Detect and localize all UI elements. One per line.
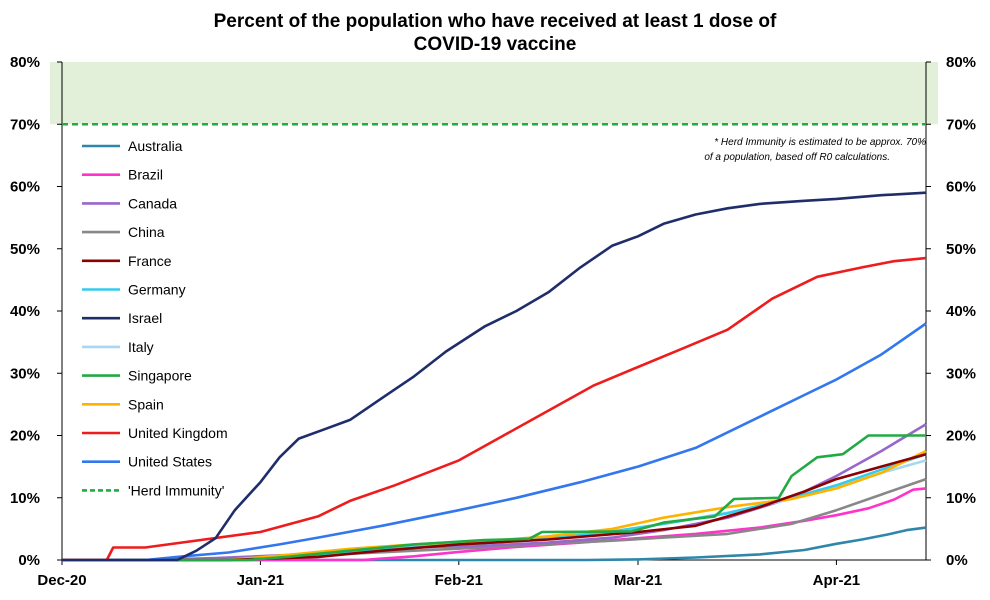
y-tick-label-right-20: 20% bbox=[946, 428, 976, 445]
chart-title-line-1: Percent of the population who have recei… bbox=[214, 11, 777, 32]
legend: Australia Brazil Canada China France Germany I… bbox=[82, 138, 228, 498]
y-tick-label-right-0: 0% bbox=[946, 552, 968, 569]
legend-label-germany: Germany bbox=[128, 282, 186, 298]
series-line-canada bbox=[62, 423, 927, 562]
x-tick-label-Jan-21: Jan-21 bbox=[237, 572, 285, 589]
series-line-united-states bbox=[62, 322, 927, 562]
herd-immunity-note-line-1: * Herd Immunity is estimated to be appro… bbox=[714, 137, 926, 148]
x-tick-label-Apr-21: Apr-21 bbox=[813, 572, 861, 589]
y-tick-label-left-30: 30% bbox=[10, 365, 40, 382]
legend-label-france: France bbox=[128, 253, 172, 269]
legend-label-canada: Canada bbox=[128, 195, 177, 211]
herd-immunity-band-layer bbox=[50, 62, 938, 125]
y-tick-label-right-80: 80% bbox=[946, 54, 976, 71]
x-tick-label-Mar-21: Mar-21 bbox=[614, 572, 662, 589]
herd-immunity-note-line-2: of a population, based off R0 calculatio… bbox=[704, 152, 890, 163]
legend-label-australia: Australia bbox=[128, 138, 183, 154]
legend-label-italy: Italy bbox=[128, 339, 154, 355]
x-tick-label-Feb-21: Feb-21 bbox=[435, 572, 483, 589]
y-tick-label-left-50: 50% bbox=[10, 241, 40, 258]
y-tick-label-right-30: 30% bbox=[946, 365, 976, 382]
y-tick-label-left-80: 80% bbox=[10, 54, 40, 71]
y-tick-label-right-70: 70% bbox=[946, 116, 976, 133]
series-line-israel bbox=[62, 191, 927, 562]
series-line-brazil bbox=[62, 487, 927, 562]
x-tick-label-Dec-20: Dec-20 bbox=[37, 572, 86, 589]
legend-label-singapore: Singapore bbox=[128, 368, 192, 384]
legend-label-spain: Spain bbox=[128, 396, 164, 412]
y-tick-label-right-50: 50% bbox=[946, 241, 976, 258]
y-tick-label-right-60: 60% bbox=[946, 179, 976, 196]
y-tick-label-left-40: 40% bbox=[10, 303, 40, 320]
y-tick-label-right-40: 40% bbox=[946, 303, 976, 320]
y-tick-label-left-70: 70% bbox=[10, 116, 40, 133]
series-line-singapore bbox=[62, 434, 926, 562]
y-tick-label-left-0: 0% bbox=[18, 552, 40, 569]
y-tick-label-left-10: 10% bbox=[10, 490, 40, 507]
legend-label-israel: Israel bbox=[128, 310, 162, 326]
series-layer bbox=[62, 191, 927, 562]
legend-label-united-states: United States bbox=[128, 454, 212, 470]
series-line-united-kingdom bbox=[62, 256, 927, 562]
y-tick-label-left-60: 60% bbox=[10, 179, 40, 196]
series-line-australia bbox=[62, 526, 927, 562]
axes-layer: 0% 0% 10% 10% 20% 20% 30% 30% 40% 40% 50% 50% 60% 60%… bbox=[10, 54, 976, 589]
herd-immunity-band bbox=[50, 62, 938, 125]
legend-label-herd-immunity: 'Herd Immunity' bbox=[128, 482, 224, 498]
y-tick-label-right-10: 10% bbox=[946, 490, 976, 507]
legend-label-brazil: Brazil bbox=[128, 167, 163, 183]
legend-label-united-kingdom: United Kingdom bbox=[128, 425, 228, 441]
series-line-france bbox=[62, 452, 927, 562]
legend-label-china: China bbox=[128, 224, 165, 240]
y-tick-label-left-20: 20% bbox=[10, 428, 40, 445]
chart-title-line-2: COVID-19 vaccine bbox=[414, 34, 577, 55]
